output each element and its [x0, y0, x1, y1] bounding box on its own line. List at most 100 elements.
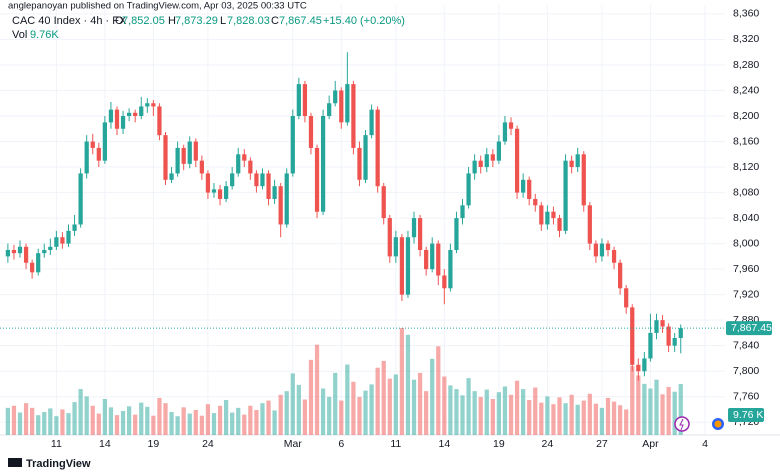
- price-axis-bg: [725, 0, 780, 435]
- volume-bar: [557, 397, 562, 435]
- candle-body: [521, 179, 526, 193]
- replay-icon[interactable]: [674, 416, 690, 432]
- volume-bar: [466, 378, 471, 435]
- volume-bar: [575, 404, 580, 435]
- legend-change: +15.40 (+0.20%): [323, 15, 405, 27]
- candle-body: [508, 122, 514, 129]
- candle-body: [30, 262, 35, 273]
- legend-volume-label: Vol: [12, 29, 27, 41]
- y-tick-label: 8,040: [733, 212, 759, 224]
- volume-bar: [508, 394, 514, 435]
- candle-body: [17, 246, 23, 254]
- volume-bar: [36, 415, 41, 435]
- footer-brand: TradingView: [26, 458, 91, 470]
- candle-body: [66, 230, 71, 244]
- volume-bar: [84, 396, 89, 435]
- volume-bar: [236, 407, 241, 435]
- volume-bar: [502, 386, 508, 435]
- candle-body: [496, 141, 502, 161]
- volume-bar: [96, 413, 101, 435]
- candle-body: [90, 141, 95, 148]
- volume-bar: [272, 410, 277, 435]
- candle-body: [411, 218, 417, 238]
- volume-bar: [648, 388, 653, 435]
- volume-bar: [54, 416, 59, 435]
- volume-bar: [114, 415, 120, 435]
- replay-bolt: [679, 418, 684, 431]
- candle-body: [466, 173, 471, 206]
- volume-bar: [363, 390, 368, 435]
- candle-body: [678, 328, 683, 338]
- volume-bar: [60, 409, 65, 435]
- volume-bar: [593, 403, 599, 435]
- volume-bar: [478, 396, 483, 435]
- volume-bar: [193, 409, 198, 435]
- y-tick-label: 8,320: [733, 33, 759, 45]
- candle-body: [654, 320, 659, 333]
- volume-bar: [424, 391, 429, 435]
- candle-body: [205, 173, 211, 193]
- candle-body: [557, 218, 562, 231]
- candle-body: [618, 262, 623, 289]
- volume-bar: [157, 397, 162, 435]
- volume-bar: [611, 401, 617, 435]
- candle-body: [345, 84, 350, 123]
- volume-bar: [496, 392, 502, 435]
- volume-bar: [678, 384, 683, 435]
- volume-bar: [108, 407, 114, 435]
- candle-body: [126, 112, 132, 117]
- candle-body: [624, 288, 629, 308]
- volume-bar: [569, 394, 574, 435]
- candle-body: [217, 189, 223, 199]
- volume-bar: [442, 376, 447, 435]
- volume-bar: [563, 403, 568, 435]
- candle-body: [96, 147, 101, 161]
- x-tick-label: 11: [390, 438, 401, 450]
- volume-bar: [254, 409, 259, 435]
- candle-body: [48, 246, 53, 250]
- volume-bar: [102, 398, 107, 435]
- candle-body: [308, 116, 314, 148]
- y-tick-label: 8,000: [733, 237, 759, 249]
- x-tick-label: 24: [202, 438, 214, 450]
- volume-bar: [527, 400, 532, 435]
- candle-body: [357, 147, 362, 180]
- y-tick-label: 8,360: [733, 8, 759, 20]
- candle-body: [484, 154, 489, 168]
- candle-body: [54, 237, 59, 247]
- legend-volume: 9.76K: [30, 29, 59, 41]
- candle-body: [351, 84, 356, 148]
- candle-body: [381, 186, 386, 219]
- candle-body: [157, 106, 162, 136]
- volume-bar: [345, 364, 350, 435]
- y-tick-label: 8,160: [733, 135, 759, 147]
- candle-body: [533, 198, 538, 206]
- volume-bar: [472, 391, 477, 435]
- volume-bar: [605, 397, 611, 435]
- candle-body: [199, 160, 204, 174]
- candle-body: [320, 116, 326, 212]
- volume-bar: [320, 388, 326, 435]
- volume-bar: [587, 393, 592, 435]
- volume-bar: [672, 391, 677, 435]
- volume-bar: [205, 404, 211, 435]
- volume-bar: [460, 395, 465, 435]
- y-tick-label: 8,240: [733, 84, 759, 96]
- candle-body: [417, 218, 423, 250]
- legend-close: 7,867.45: [279, 15, 322, 27]
- volume-bar: [278, 394, 283, 435]
- candle-body: [599, 243, 605, 257]
- volume-bar: [630, 366, 635, 435]
- volume-tag-label: 9.76 K: [733, 409, 763, 421]
- candle-body: [369, 109, 374, 136]
- volume-bar: [126, 406, 132, 435]
- volume-bar: [266, 400, 271, 435]
- volume-tag: [728, 408, 764, 422]
- y-tick-label: 8,080: [733, 186, 759, 198]
- candle-body: [502, 122, 508, 142]
- x-tick-label: 27: [596, 438, 608, 450]
- volume-bar: [484, 389, 489, 435]
- volume-bar: [642, 383, 647, 435]
- candle-body: [302, 84, 308, 117]
